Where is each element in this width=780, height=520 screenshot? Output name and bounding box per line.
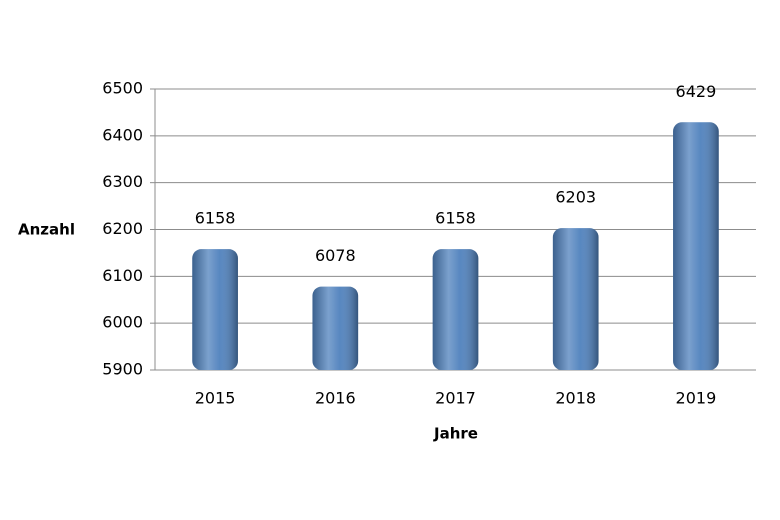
bar-shade	[192, 249, 238, 370]
y-tick-label: 6500	[102, 79, 143, 98]
data-label: 6429	[676, 82, 717, 101]
y-tick-label: 6300	[102, 172, 143, 191]
y-tick-label: 6400	[102, 125, 143, 144]
bar-shade	[432, 249, 479, 370]
bar-shade	[552, 228, 599, 370]
bar-shade	[673, 122, 719, 370]
data-label: 6078	[315, 246, 356, 265]
x-tick-label: 2015	[195, 389, 236, 408]
data-label: 6158	[195, 209, 236, 228]
y-tick-label: 6000	[102, 313, 143, 332]
bar-shade	[312, 286, 359, 370]
y-tick-label: 6200	[102, 219, 143, 238]
y-tick-label: 6100	[102, 266, 143, 285]
data-label: 6158	[435, 209, 476, 228]
y-tick-label: 5900	[102, 360, 143, 379]
x-tick-label: 2017	[435, 389, 476, 408]
x-tick-label: 2019	[676, 389, 717, 408]
x-tick-label: 2016	[315, 389, 356, 408]
x-tick-label: 2018	[555, 389, 596, 408]
x-axis-label: Jahre	[433, 425, 478, 443]
y-axis-label: Anzahl	[18, 221, 75, 239]
data-label: 6203	[555, 188, 596, 207]
